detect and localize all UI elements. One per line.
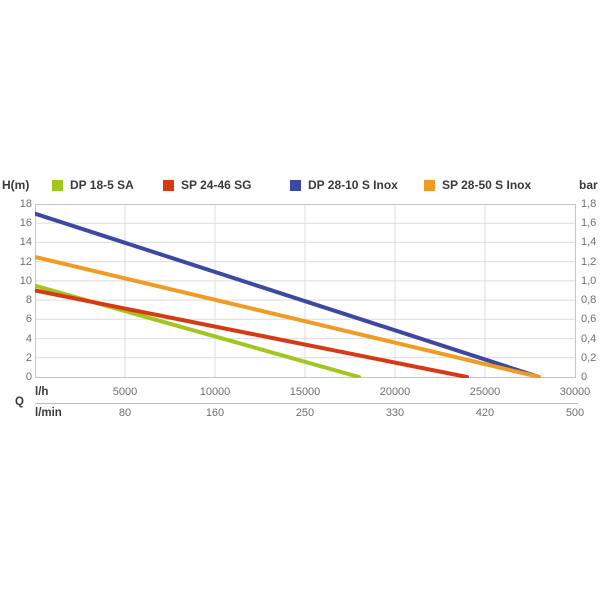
x-axis-lh-tick-label: 25000 [469,386,501,398]
legend-label: DP 28-10 S Inox [308,178,398,192]
series-line [35,211,541,378]
legend-item-sp-28-50-s-inox: SP 28-50 S Inox [424,178,531,192]
y-axis-bar-tick-label: 0,6 [581,313,597,326]
y-axis-bar-tick-label: 1,0 [581,274,597,287]
y-axis-bar-tick-label: 1,2 [581,255,597,268]
legend-swatch-red-icon [163,179,174,191]
q-axis-line [35,403,578,404]
y-axis-tick-label: 16 [19,217,32,230]
legend-swatch-blue-icon [290,179,301,191]
legend-swatch-green-icon [52,179,63,191]
x-axis-lh-tick-label: 5000 [112,386,138,398]
legend-label: SP 28-50 S Inox [442,178,532,192]
y-axis-tick-label: 14 [19,236,32,249]
legend-item-dp-18-5-sa: DP 18-5 SA [52,178,134,192]
x-axis-lh-tick-label: 10000 [199,386,231,398]
y-axis-bar-tick-label: 0,4 [581,332,597,345]
left-axis-title: H(m) [2,178,30,192]
y-axis-tick-label: 0 [25,371,32,383]
x-axis-lh-tick-label: 30000 [559,386,591,398]
legend-item-dp-28-10-s-inox: DP 28-10 S Inox [290,178,398,192]
y-axis-tick-label: 2 [25,351,32,364]
y-axis-bar-tick-label: 0,8 [581,294,597,307]
y-axis-tick-label: 10 [19,274,32,287]
q-axis-label: Q [15,396,24,408]
y-axis-tick-label: 8 [25,294,32,307]
x-axis-unit-lmin: l/min [35,407,62,419]
right-axis-title: bar [579,178,598,192]
x-axis-lmin-tick-label: 500 [565,407,585,419]
y-axis-bar-tick-label: 0,2 [581,351,597,364]
legend-label: SP 24-46 SG [181,178,252,192]
x-axis-lmin-tick-label: 80 [118,407,132,419]
legend-swatch-orange-icon [424,179,435,191]
plot-area [35,204,576,378]
x-axis-lmin-tick-label: 420 [475,407,495,419]
x-axis-lmin-tick-label: 250 [295,407,315,419]
legend-item-sp-24-46-sg: SP 24-46 SG [163,178,252,192]
x-axis-lmin-tick-label: 330 [385,407,405,419]
x-axis-lh-tick-label: 20000 [379,386,411,398]
y-axis-bar-tick-label: 1,8 [581,198,597,210]
y-axis-tick-label: 18 [19,198,32,210]
series-line [35,254,541,378]
x-axis-unit-lh: l/h [35,386,49,398]
y-axis-bar-tick-label: 0 [581,371,588,383]
legend-label: DP 18-5 SA [70,178,134,192]
x-axis-lh-tick-label: 15000 [289,386,321,398]
y-axis-tick-label: 4 [25,332,32,345]
series-line [35,288,469,378]
x-axis-lmin-tick-label: 160 [205,407,225,419]
y-axis-tick-label: 6 [25,313,32,326]
y-axis-tick-label: 12 [19,255,32,268]
y-axis-bar-tick-label: 1,4 [581,236,597,249]
y-axis-bar-tick-label: 1,6 [581,217,597,230]
